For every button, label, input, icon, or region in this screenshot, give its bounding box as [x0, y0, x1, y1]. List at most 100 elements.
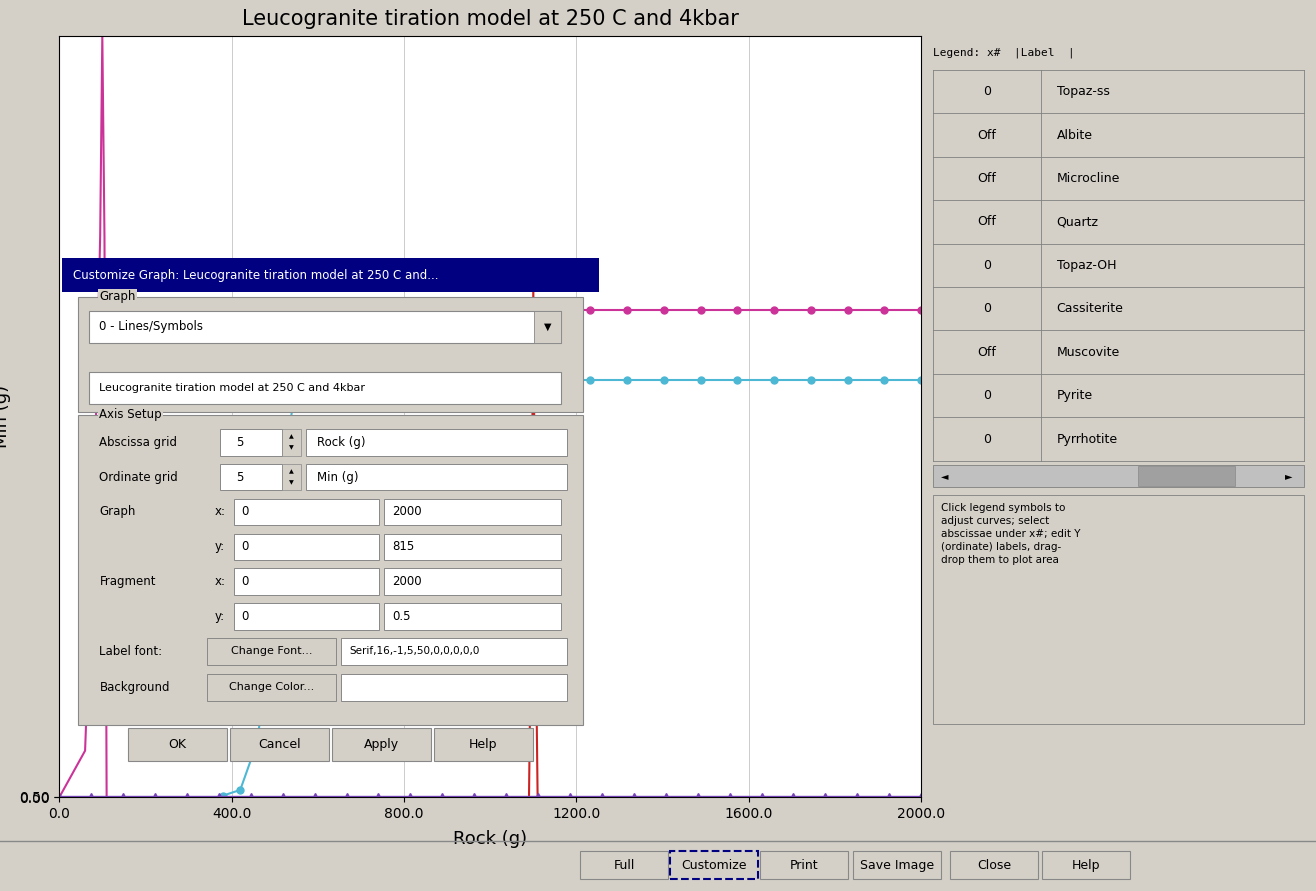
- Text: Topaz-OH: Topaz-OH: [1057, 258, 1116, 272]
- Bar: [1042, 851, 1130, 879]
- Bar: [341, 638, 567, 665]
- Text: 0: 0: [242, 576, 249, 588]
- Text: ▼: ▼: [544, 322, 551, 331]
- Text: 5: 5: [237, 470, 243, 484]
- Text: Customize Graph: Leucogranite tiration model at 250 C and...: Customize Graph: Leucogranite tiration m…: [72, 269, 438, 282]
- Text: 0: 0: [983, 86, 991, 98]
- Text: Pyrrhotite: Pyrrhotite: [1057, 432, 1117, 446]
- Text: Customize: Customize: [682, 859, 746, 871]
- Text: ▼: ▼: [290, 445, 293, 450]
- Bar: [88, 311, 561, 343]
- Bar: [384, 534, 561, 560]
- Bar: [950, 851, 1038, 879]
- Bar: [78, 414, 583, 724]
- Bar: [384, 499, 561, 526]
- Text: Cancel: Cancel: [258, 739, 300, 751]
- Text: Min (g): Min (g): [317, 470, 358, 484]
- Text: Print: Print: [790, 859, 819, 871]
- Bar: [933, 464, 1304, 487]
- Text: Off: Off: [978, 216, 996, 228]
- Bar: [88, 372, 561, 405]
- Bar: [234, 568, 379, 595]
- Text: Serif,16,-1,5,50,0,0,0,0,0: Serif,16,-1,5,50,0,0,0,0,0: [349, 646, 479, 657]
- Text: x:: x:: [215, 576, 226, 588]
- Bar: [78, 297, 583, 412]
- Text: Background: Background: [100, 681, 170, 694]
- Text: Cassiterite: Cassiterite: [1057, 302, 1124, 315]
- Bar: [580, 851, 669, 879]
- Bar: [341, 674, 567, 700]
- Text: Cassiterite: Cassiterite: [336, 396, 445, 413]
- Title: Leucogranite tiration model at 250 C and 4kbar: Leucogranite tiration model at 250 C and…: [242, 9, 738, 29]
- Text: 5: 5: [237, 436, 243, 449]
- Bar: [282, 429, 301, 455]
- Bar: [1138, 466, 1234, 486]
- Bar: [207, 638, 336, 665]
- Bar: [234, 499, 379, 526]
- Bar: [761, 851, 848, 879]
- Text: 0: 0: [242, 505, 249, 519]
- Text: Change Font...: Change Font...: [230, 646, 312, 657]
- Bar: [62, 258, 599, 291]
- Text: ▼: ▼: [290, 479, 293, 485]
- X-axis label: Rock (g): Rock (g): [453, 830, 528, 847]
- Text: Graph: Graph: [100, 290, 136, 303]
- Bar: [384, 603, 561, 630]
- Bar: [534, 311, 561, 343]
- Text: Label font:: Label font:: [100, 645, 163, 658]
- Text: ▲: ▲: [290, 470, 293, 475]
- Bar: [384, 568, 561, 595]
- Text: 0: 0: [983, 432, 991, 446]
- Text: Graph: Graph: [100, 505, 136, 519]
- Text: Off: Off: [978, 128, 996, 142]
- Text: OK: OK: [168, 739, 187, 751]
- Text: ▲: ▲: [290, 435, 293, 439]
- Text: Topaz-ss: Topaz-ss: [1057, 86, 1109, 98]
- Text: 2000: 2000: [392, 505, 421, 519]
- Text: 0: 0: [242, 540, 249, 553]
- Bar: [853, 851, 941, 879]
- Bar: [670, 851, 758, 879]
- Bar: [207, 674, 336, 700]
- Text: Fragment: Fragment: [100, 576, 155, 588]
- Text: Change Color...: Change Color...: [229, 683, 315, 692]
- Text: Legend: x#  |Label  |: Legend: x# |Label |: [933, 47, 1075, 58]
- Text: Off: Off: [978, 346, 996, 359]
- Bar: [220, 429, 282, 455]
- Text: 0: 0: [983, 389, 991, 402]
- Bar: [234, 603, 379, 630]
- Bar: [234, 534, 379, 560]
- Bar: [307, 429, 567, 455]
- Text: 0: 0: [983, 258, 991, 272]
- Text: Rock (g): Rock (g): [317, 436, 366, 449]
- Text: y:: y:: [215, 540, 225, 553]
- Text: Apply: Apply: [363, 739, 399, 751]
- Bar: [434, 728, 533, 762]
- Text: Help: Help: [1071, 859, 1100, 871]
- Text: Quartz: Quartz: [1057, 216, 1099, 228]
- Bar: [282, 464, 301, 490]
- Text: Pyrrhotite: Pyrrhotite: [313, 321, 417, 339]
- Text: 0: 0: [983, 302, 991, 315]
- Text: Albite: Albite: [1057, 128, 1092, 142]
- Y-axis label: Min (g): Min (g): [0, 385, 11, 448]
- Text: ◄: ◄: [941, 471, 948, 481]
- Bar: [220, 464, 282, 490]
- Text: Help: Help: [468, 739, 497, 751]
- Text: Muscovite: Muscovite: [1057, 346, 1120, 359]
- Bar: [229, 728, 329, 762]
- Text: 2000: 2000: [392, 576, 421, 588]
- Bar: [307, 464, 567, 490]
- Bar: [332, 728, 432, 762]
- Text: Close: Close: [976, 859, 1011, 871]
- Text: 815: 815: [392, 540, 415, 553]
- Text: Full: Full: [613, 859, 634, 871]
- Text: Ordinate grid: Ordinate grid: [100, 470, 178, 484]
- Bar: [128, 728, 226, 762]
- Text: Click legend symbols to
adjust curves; select
abscissae under x#; edit Y
(ordina: Click legend symbols to adjust curves; s…: [941, 503, 1080, 566]
- Text: 0.5: 0.5: [392, 610, 411, 623]
- Text: y:: y:: [215, 610, 225, 623]
- Text: x:: x:: [215, 505, 226, 519]
- Text: ►: ►: [1286, 471, 1292, 481]
- Text: Leucogranite tiration model at 250 C and 4kbar: Leucogranite tiration model at 250 C and…: [100, 383, 366, 393]
